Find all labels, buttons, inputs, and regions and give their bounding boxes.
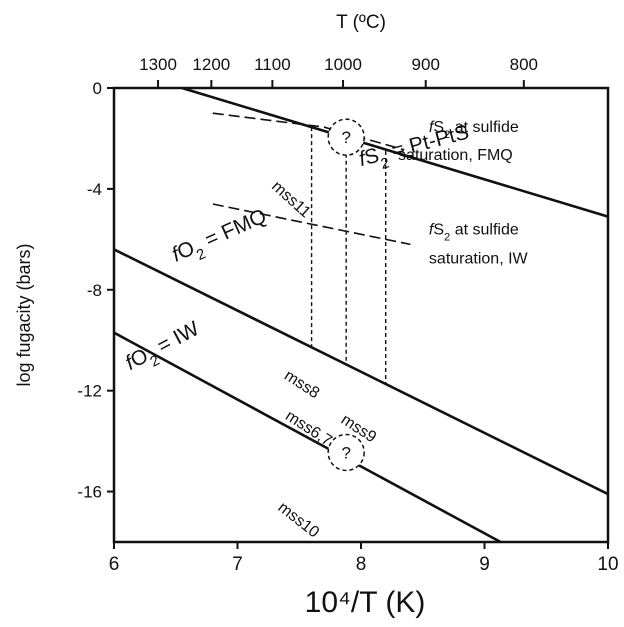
x2-tick-label: 1200 xyxy=(192,55,230,74)
y-tick-label: -12 xyxy=(77,382,102,401)
x2-axis-label: T (ºC) xyxy=(336,12,386,33)
x-axis-label: 10⁴/T (K) xyxy=(305,586,426,619)
x2-tick-label: 1000 xyxy=(324,55,362,74)
unknown-circle-label: ? xyxy=(341,128,350,147)
unknown-markers: ?? xyxy=(327,118,365,472)
annotation-iw-sat-2: saturation, IW xyxy=(429,250,529,267)
y-tick-label: -4 xyxy=(87,180,102,199)
annotation-symbol: S xyxy=(433,119,444,136)
x2-tick-label: 1300 xyxy=(139,55,177,74)
y-tick-label: 0 xyxy=(93,79,102,98)
unknown-circle xyxy=(327,118,365,156)
annotation-rest: at sulfide xyxy=(450,221,519,238)
annotation-fmq-sat-2: saturation, FMQ xyxy=(398,147,513,164)
annotation-iw: fO2 = IW xyxy=(122,317,207,381)
drop-lines xyxy=(310,127,387,384)
annotation-mss11: mss11 xyxy=(268,178,314,221)
plot-series xyxy=(114,88,608,542)
annotation-rest: at sulfide xyxy=(450,119,519,136)
annotation-rest: = FMQ xyxy=(196,205,270,255)
series-line-pt-ptS xyxy=(181,88,608,218)
annotation-fmq-sat-1: fS2 at sulfide xyxy=(429,119,519,141)
series-line-iw-saturation xyxy=(212,203,411,246)
annotation-subscript: 2 xyxy=(444,231,450,243)
annotation-mss8: mss8 xyxy=(281,367,322,402)
annotation-mss10: mss10 xyxy=(275,499,323,541)
series-line-fmq-saturation xyxy=(212,112,405,151)
annotation-symbol: S xyxy=(433,221,444,238)
x2-tick-label: 1100 xyxy=(254,55,291,74)
y-axis: 0 -4 -8 -12 -16 xyxy=(77,79,114,502)
annotation-fmq: fO2 = FMQ xyxy=(168,205,272,273)
x-tick-label: 10 xyxy=(597,554,618,575)
unknown-circle xyxy=(327,433,365,472)
x-tick-label: 7 xyxy=(232,554,243,575)
annotation-subscript: 2 xyxy=(444,129,450,141)
x-tick-label: 9 xyxy=(479,554,490,575)
annotation-iw-sat-1: fS2 at sulfide xyxy=(429,221,519,243)
annotation-italic: f xyxy=(429,221,435,238)
series-line-iw xyxy=(114,331,502,542)
x-axis: 6 7 8 9 10 xyxy=(109,542,619,575)
x2-tick-label: 900 xyxy=(412,55,440,74)
series-line-fmq xyxy=(114,248,608,496)
x-tick-label: 8 xyxy=(356,554,367,575)
annotation-symbol: S xyxy=(362,144,381,170)
unknown-circle-label: ? xyxy=(341,443,350,462)
top-axis: 1300 1200 1100 1000 900 800 xyxy=(139,55,538,88)
y-tick-label: -16 xyxy=(77,483,102,502)
annotation-italic: f xyxy=(429,119,435,136)
y-axis-label: log fugacity (bars) xyxy=(14,243,34,386)
annotation-subscript: 2 xyxy=(379,155,391,173)
annotation-rest: = IW xyxy=(148,317,203,361)
y-tick-label: -8 xyxy=(87,281,102,300)
x-tick-label: 6 xyxy=(109,554,120,575)
x2-tick-label: 800 xyxy=(510,55,538,74)
